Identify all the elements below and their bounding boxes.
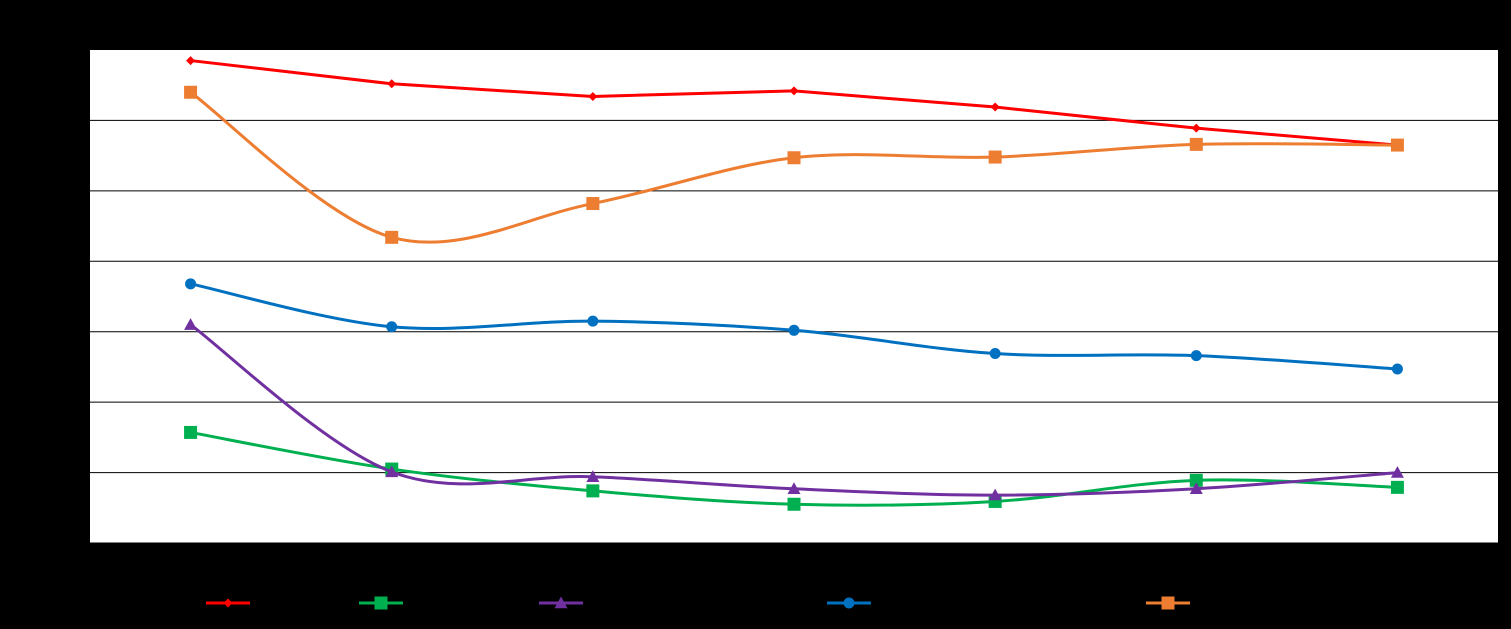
data-point-diamond <box>990 102 1000 112</box>
data-point-circle <box>587 315 599 327</box>
data-point-square <box>1189 137 1203 151</box>
data-point-diamond <box>186 56 196 66</box>
data-point-square <box>1189 473 1203 487</box>
data-point-diamond <box>1191 123 1201 133</box>
series-5 <box>184 85 1404 244</box>
legend <box>206 596 1190 610</box>
data-point-diamond <box>588 91 598 101</box>
data-point-square <box>1161 596 1175 610</box>
data-point-circle <box>788 324 800 336</box>
data-point-circle <box>843 597 855 609</box>
data-point-triangle <box>1189 482 1203 494</box>
data-point-circle <box>1391 363 1403 375</box>
data-point-diamond <box>789 86 799 96</box>
data-point-square <box>787 151 801 165</box>
data-point-circle <box>386 321 398 333</box>
data-point-triangle <box>554 596 568 609</box>
data-point-square <box>374 596 388 610</box>
series-4 <box>185 278 1403 375</box>
series-3 <box>184 318 1404 501</box>
data-point-square <box>988 150 1002 164</box>
legend-item <box>539 596 583 609</box>
legend-item <box>1146 596 1190 610</box>
plot-area <box>90 50 1498 543</box>
data-point-triangle <box>1390 466 1404 478</box>
data-point-square <box>1390 480 1404 494</box>
data-point-square <box>787 497 801 511</box>
legend-item <box>206 598 250 608</box>
data-point-circle <box>1190 350 1202 362</box>
data-point-triangle <box>988 488 1002 501</box>
x-axis <box>89 542 1499 548</box>
legend-item <box>827 597 871 609</box>
data-point-square <box>385 230 399 244</box>
data-point-square <box>586 197 600 211</box>
legend-item <box>359 596 403 610</box>
data-point-square <box>586 484 600 498</box>
data-point-triangle <box>586 470 600 482</box>
series-group <box>184 56 1404 511</box>
plot-background <box>90 50 1498 543</box>
data-point-triangle <box>787 482 801 494</box>
data-point-diamond <box>387 79 397 89</box>
data-point-triangle <box>385 465 399 478</box>
data-point-square <box>184 425 198 439</box>
data-point-circle <box>989 348 1001 360</box>
data-point-square <box>1390 138 1404 152</box>
data-point-circle <box>185 278 197 290</box>
data-point-triangle <box>184 318 198 330</box>
data-point-diamond <box>223 598 233 608</box>
data-point-square <box>184 85 198 99</box>
